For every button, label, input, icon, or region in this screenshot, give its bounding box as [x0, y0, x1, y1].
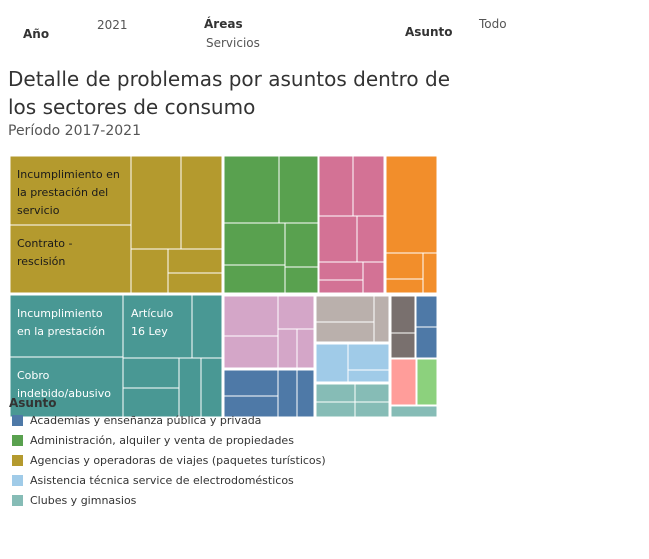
treemap-cell-orange-1[interactable]: [385, 155, 438, 254]
treemap-cell-green-4[interactable]: [284, 222, 319, 268]
treemap-cell-gold-7[interactable]: [167, 272, 223, 294]
legend-item-asistencia-tecnica[interactable]: Asistencia técnica service de electrodom…: [12, 472, 294, 488]
areas-filter-label: Áreas: [204, 17, 243, 31]
treemap-cell-pink-6[interactable]: [318, 279, 364, 294]
treemap-cell-lightteal-4[interactable]: [354, 401, 390, 418]
legend-swatch: [12, 474, 23, 486]
treemap-cell-teal-6[interactable]: [122, 387, 180, 418]
legend-swatch: [12, 454, 23, 466]
legend-item-label: Asistencia técnica service de electrodom…: [30, 473, 294, 487]
treemap-cell-blue-5[interactable]: [415, 295, 438, 328]
legend-item-administracion[interactable]: Administración, alquiler y venta de prop…: [12, 432, 294, 448]
treemap-cell-teal-1[interactable]: [9, 294, 124, 358]
page-subtitle: Período 2017-2021: [8, 123, 141, 139]
treemap-cell-blue-4[interactable]: [296, 369, 315, 418]
treemap-cell-lightteal-2[interactable]: [354, 383, 390, 403]
treemap-cell-lilac-1[interactable]: [223, 295, 279, 337]
treemap-cell-teal-2[interactable]: [9, 356, 124, 418]
subject-filter-label: Asunto: [405, 25, 453, 39]
treemap-cell-gold-2[interactable]: [9, 224, 132, 294]
year-filter-value[interactable]: 2021: [97, 18, 128, 32]
treemap-cell-lightteal-5[interactable]: [390, 405, 438, 418]
legend-item-label: Administración, alquiler y venta de prop…: [30, 433, 294, 447]
treemap-cell-pink-7[interactable]: [362, 261, 385, 294]
treemap-cell-pink-3[interactable]: [318, 215, 358, 263]
treemap-cell-blue-6[interactable]: [415, 326, 438, 359]
treemap-cell-brown-2[interactable]: [390, 332, 416, 359]
treemap-cell-teal-5[interactable]: [122, 357, 180, 389]
treemap-cell-lightteal-1[interactable]: [315, 383, 356, 403]
treemap-cell-lilac-4[interactable]: [277, 328, 298, 369]
treemap-cell-lightblue-3[interactable]: [347, 369, 390, 383]
treemap-cell-gold-4[interactable]: [180, 155, 223, 250]
treemap-cell-lightteal-3[interactable]: [315, 401, 356, 418]
legend-item-label: Clubes y gimnasios: [30, 493, 137, 507]
legend-title: Asunto: [9, 396, 57, 410]
legend-item-label: Agencias y operadoras de viajes (paquete…: [30, 453, 326, 467]
treemap-cell-blue-3[interactable]: [277, 369, 298, 418]
legend-swatch: [12, 414, 23, 426]
treemap-cell-lilac-5[interactable]: [296, 328, 315, 369]
treemap-cell-brown-1[interactable]: [390, 295, 416, 334]
treemap-cell-taupe-3[interactable]: [315, 321, 375, 343]
treemap-cell-taupe-1[interactable]: [315, 295, 375, 323]
treemap-cell-green-3[interactable]: [223, 222, 286, 266]
treemap-cell-taupe-2[interactable]: [373, 295, 390, 343]
page-title-line1: Detalle de problemas por asuntos dentro …: [8, 67, 451, 91]
treemap-cell-orange-4[interactable]: [422, 252, 438, 294]
treemap-cell-lightblue-1[interactable]: [315, 343, 349, 383]
legend-item-academias[interactable]: Academias y enseñanza pública y privada: [12, 412, 261, 428]
treemap-cell-lightblue-2[interactable]: [347, 343, 390, 371]
treemap-cell-pink-5[interactable]: [318, 261, 364, 281]
treemap-cell-teal-4[interactable]: [191, 294, 223, 359]
treemap-cell-lightgreen-1[interactable]: [416, 358, 438, 406]
treemap-cell-orange-2[interactable]: [385, 252, 424, 280]
treemap-cell-lilac-3[interactable]: [223, 335, 279, 369]
page-title-line2: los sectores de consumo: [8, 95, 256, 119]
treemap-cell-pink-4[interactable]: [356, 215, 385, 263]
treemap-cell-blue-1[interactable]: [223, 369, 279, 397]
treemap-cell-teal-3[interactable]: [122, 294, 193, 359]
treemap-cell-gold-6[interactable]: [167, 248, 223, 274]
year-filter-label: Año: [23, 27, 50, 41]
treemap-cell-gold-1[interactable]: [9, 155, 132, 226]
treemap-cell-pink-2[interactable]: [352, 155, 385, 217]
treemap-cell-green-6[interactable]: [284, 266, 319, 294]
areas-filter-value[interactable]: Servicios: [206, 36, 260, 50]
treemap-cell-green-1[interactable]: [223, 155, 280, 224]
subject-filter-value[interactable]: Todo: [479, 17, 507, 31]
legend-item-clubes[interactable]: Clubes y gimnasios: [12, 492, 136, 508]
treemap-cell-teal-7[interactable]: [178, 357, 202, 418]
treemap-cell-pink-1[interactable]: [318, 155, 354, 217]
treemap-cell-gold-3[interactable]: [130, 155, 182, 250]
legend-swatch: [12, 434, 23, 446]
legend-item-agencias[interactable]: Agencias y operadoras de viajes (paquete…: [12, 452, 326, 468]
treemap-cell-green-5[interactable]: [223, 264, 286, 294]
treemap-cell-teal-8[interactable]: [200, 357, 223, 418]
treemap-cell-orange-3[interactable]: [385, 278, 424, 294]
legend-swatch: [12, 494, 23, 506]
treemap-cell-green-2[interactable]: [278, 155, 319, 224]
treemap-cell-salmon-1[interactable]: [390, 358, 417, 406]
treemap-cell-gold-5[interactable]: [130, 248, 169, 294]
treemap-cell-lilac-2[interactable]: [277, 295, 315, 330]
legend-item-label: Academias y enseñanza pública y privada: [30, 413, 262, 427]
